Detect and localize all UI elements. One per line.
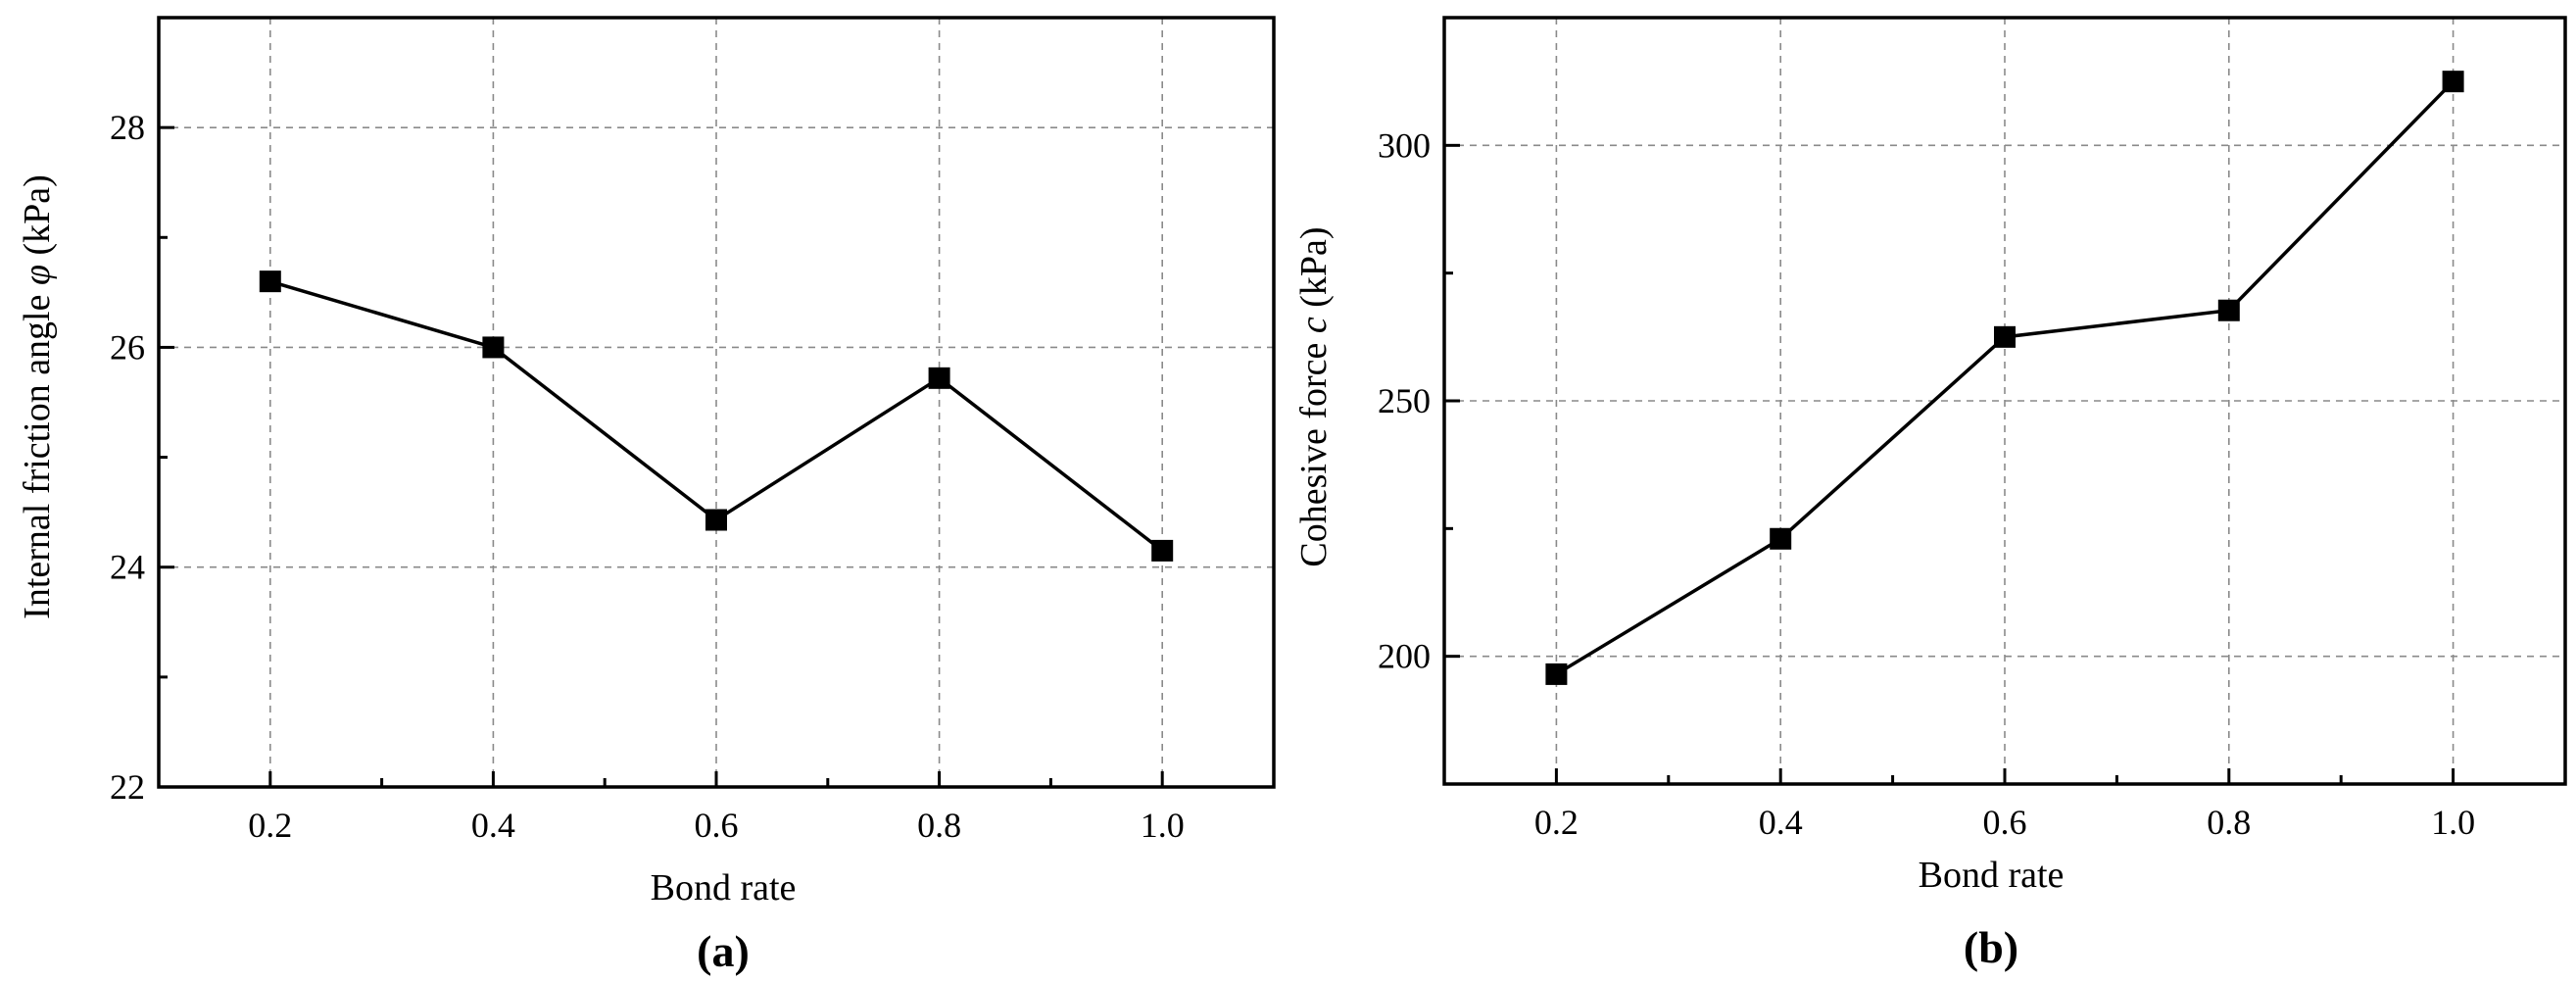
x-tick-label: 0.4 (471, 806, 515, 845)
data-point (928, 367, 950, 389)
chart-panel-b: Cohesive force c (kPa) Bond rate (b) 0.2… (1293, 16, 2567, 972)
x-axis-title: Bond rate (1919, 855, 2065, 896)
data-point (259, 270, 281, 293)
x-tick-label: 0.8 (917, 806, 961, 845)
y-axis-title: Cohesive force c (kPa) (1293, 226, 1335, 566)
x-tick-label: 0.2 (248, 806, 292, 845)
x-tick-label: 0.2 (1534, 803, 1579, 842)
y-tick-label: 200 (1378, 637, 1431, 676)
y-axis-title: Internal friction angle φ (kPa) (17, 174, 58, 619)
data-point (2217, 299, 2240, 321)
x-tick-label: 0.8 (2207, 803, 2251, 842)
data-point (1994, 325, 2016, 348)
y-tick-label: 250 (1378, 381, 1431, 420)
x-tick-label: 0.4 (1759, 803, 1803, 842)
data-point (705, 509, 727, 531)
data-point (1151, 539, 1174, 562)
y-tick-label: 26 (110, 327, 145, 367)
x-tick-label: 1.0 (2431, 803, 2475, 842)
panel-label: (b) (1964, 922, 2018, 972)
x-axis-title: Bond rate (651, 867, 797, 908)
x-tick-label: 0.6 (695, 806, 739, 845)
x-tick-label: 1.0 (1141, 806, 1185, 845)
panel-label: (a) (697, 926, 750, 976)
y-tick-label: 300 (1378, 125, 1431, 165)
y-tick-label: 22 (110, 767, 145, 807)
data-point (2442, 71, 2464, 93)
data-point (1545, 663, 1568, 685)
chart-panel-a: Internal friction angle φ (kPa) Bond rat… (17, 16, 1276, 976)
data-point (482, 336, 505, 359)
x-tick-label: 0.6 (1983, 803, 2027, 842)
y-tick-label: 24 (110, 548, 145, 587)
data-point (1770, 527, 1792, 550)
y-tick-label: 28 (110, 108, 145, 147)
